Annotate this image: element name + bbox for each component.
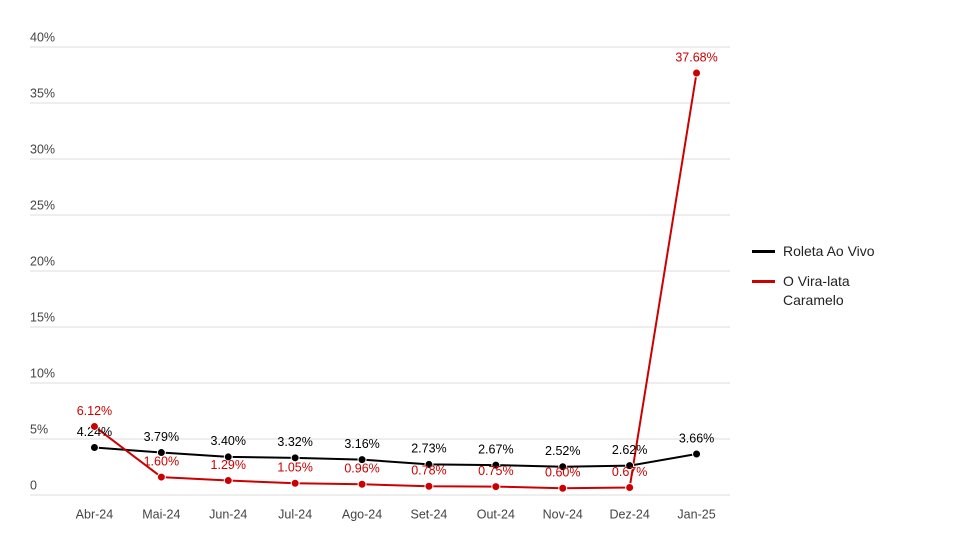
series-line <box>93 72 698 490</box>
data-point <box>156 472 166 482</box>
x-tick-label: Set-24 <box>411 507 448 521</box>
data-point <box>290 478 300 488</box>
data-label: 3.79% <box>144 430 179 444</box>
data-label: 1.60% <box>144 454 179 468</box>
legend-swatch <box>752 280 775 283</box>
data-label: 2.73% <box>411 442 446 456</box>
data-point <box>625 461 635 471</box>
legend-swatch <box>752 250 775 253</box>
x-tick-label: Abr-24 <box>76 507 114 521</box>
data-point <box>424 481 434 491</box>
data-label: 0.75% <box>478 464 513 478</box>
data-point <box>156 448 166 458</box>
legend-label: Roleta Ao Vivo <box>783 243 875 259</box>
data-label: 3.66% <box>679 431 714 445</box>
legend-item: O Vira-lata Caramelo <box>752 272 902 310</box>
x-tick-label: Mai-24 <box>142 507 180 521</box>
data-label: 2.67% <box>478 442 513 456</box>
x-tick-label: Dez-24 <box>610 507 650 521</box>
data-point <box>491 482 501 492</box>
data-point <box>558 462 568 472</box>
data-label: 2.52% <box>545 444 580 458</box>
data-point <box>223 452 233 462</box>
y-tick-label: 25% <box>30 198 55 212</box>
data-label: 1.05% <box>277 461 312 475</box>
y-tick-label: 40% <box>30 30 55 44</box>
data-label: 3.32% <box>277 435 312 449</box>
data-label: 0.67% <box>612 465 647 479</box>
data-point <box>491 460 501 470</box>
data-label: 0.78% <box>411 464 446 478</box>
data-label: 2.62% <box>612 443 647 457</box>
data-point <box>625 482 635 492</box>
data-point <box>692 449 702 459</box>
x-tick-label: Jun-24 <box>209 507 247 521</box>
y-tick-label: 30% <box>30 142 55 156</box>
y-tick-label: 35% <box>30 86 55 100</box>
data-point <box>290 453 300 463</box>
data-point <box>692 68 702 78</box>
series-line <box>94 446 697 468</box>
data-point <box>89 443 99 453</box>
x-tick-label: Ago-24 <box>342 507 382 521</box>
y-tick-label: 15% <box>30 310 55 324</box>
x-tick-label: Jul-24 <box>278 507 312 521</box>
x-tick-label: Jan-25 <box>677 507 715 521</box>
legend-item: Roleta Ao Vivo <box>752 242 902 261</box>
data-point <box>357 455 367 465</box>
x-tick-label: Nov-24 <box>543 507 583 521</box>
y-tick-label: 10% <box>30 366 55 380</box>
legend-label: O Vira-lata Caramelo <box>783 273 850 308</box>
data-point <box>89 421 99 431</box>
x-tick-label: Out-24 <box>477 507 515 521</box>
y-tick-label: 5% <box>30 422 48 436</box>
data-point <box>424 459 434 469</box>
data-label: 0.96% <box>344 462 379 476</box>
data-point <box>558 483 568 493</box>
data-label: 3.16% <box>344 437 379 451</box>
data-label: 3.40% <box>211 434 246 448</box>
data-label: 4.24% <box>77 425 112 439</box>
data-point <box>223 476 233 486</box>
data-point <box>357 479 367 489</box>
data-label: 6.12% <box>77 404 112 418</box>
data-label: 1.29% <box>211 458 246 472</box>
y-tick-label: 20% <box>30 254 55 268</box>
y-tick-label: 0 <box>30 478 37 492</box>
data-label: 37.68% <box>675 50 717 64</box>
data-label: 0.60% <box>545 466 580 480</box>
